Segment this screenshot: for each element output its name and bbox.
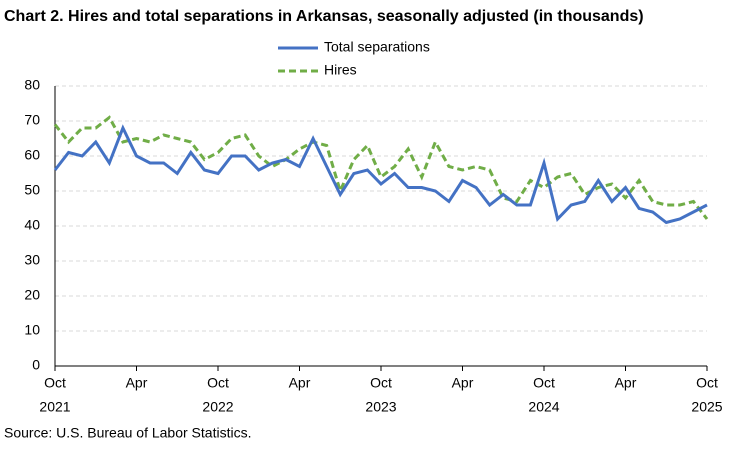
legend-label: Hires [324, 62, 357, 78]
x-tick-label: Oct [533, 375, 555, 391]
chart-title: Chart 2. Hires and total separations in … [4, 8, 644, 25]
series-line [53, 124, 708, 225]
x-year-label: 2024 [528, 399, 559, 415]
y-tick-label: 10 [24, 322, 40, 338]
y-tick-label: 80 [24, 77, 40, 93]
y-tick-label: 60 [24, 147, 40, 163]
x-tick-label: Oct [44, 375, 66, 391]
x-year-label: 2022 [202, 399, 233, 415]
y-tick-label: 30 [24, 252, 40, 268]
x-year-label: 2023 [365, 399, 396, 415]
x-tick-label: Apr [126, 375, 148, 391]
y-tick-label: 70 [24, 112, 40, 128]
x-tick-label: Apr [615, 375, 637, 391]
series-line [53, 115, 709, 220]
y-tick-label: 0 [32, 357, 40, 373]
y-tick-label: 50 [24, 182, 40, 198]
y-tick-label: 40 [24, 217, 40, 233]
x-tick-label: Oct [370, 375, 392, 391]
x-year-label: 2025 [691, 399, 722, 415]
x-tick-label: Apr [452, 375, 474, 391]
legend-label: Total separations [324, 39, 430, 55]
source-note: Source: U.S. Bureau of Labor Statistics. [4, 425, 251, 441]
y-tick-label: 20 [24, 287, 40, 303]
x-tick-label: Oct [207, 375, 229, 391]
x-tick-label: Apr [289, 375, 311, 391]
x-tick-label: Oct [696, 375, 718, 391]
x-year-label: 2021 [39, 399, 70, 415]
